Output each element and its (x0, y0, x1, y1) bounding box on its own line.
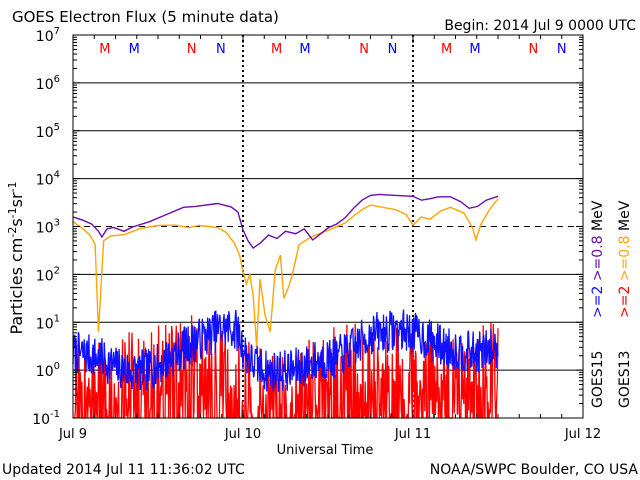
plot-frame (72, 34, 584, 419)
y-tick-label: 101 (36, 313, 60, 332)
legend-goes15-channels: >=2 >=0.8 MeV (590, 200, 606, 318)
y-tick-label: 10-1 (32, 409, 60, 428)
y-tick-label: 103 (36, 218, 60, 237)
marker-m-8: M (441, 42, 452, 57)
legend-goes13-ge08: >=0.8 (617, 235, 633, 281)
y-tick-label: 102 (36, 265, 60, 284)
marker-n-6: N (359, 42, 369, 57)
marker-m-0: M (99, 42, 110, 57)
legend-goes15-ge08: >=0.8 (590, 235, 606, 281)
y-axis-label-exp3: -1 (6, 181, 19, 192)
y-tick-label: 105 (36, 122, 60, 141)
y-tick-label: 106 (36, 74, 60, 93)
series-goes13-0-8-mev (72, 198, 499, 347)
marker-m-9: M (469, 42, 480, 57)
marker-n-3: N (216, 42, 226, 57)
marker-n-10: N (529, 42, 539, 57)
x-tick-label: Jul 10 (224, 427, 261, 442)
marker-n-11: N (557, 42, 567, 57)
legend-goes15-mev: MeV (590, 200, 606, 231)
marker-n-2: N (187, 42, 197, 57)
y-axis-label-exp1: -2 (6, 227, 19, 238)
legend-goes13-ge2: >=2 (617, 286, 633, 318)
marker-m-5: M (299, 42, 310, 57)
y-axis-label-mid1: s (7, 218, 26, 226)
credit-label: NOAA/SWPC Boulder, CO USA (430, 462, 639, 478)
legend-goes13-channels: >=2 >=0.8 MeV (617, 200, 633, 318)
series-goes15-0-8-mev (72, 193, 499, 249)
chart-title: GOES Electron Flux (5 minute data) (12, 8, 279, 26)
legend-right: GOES15 GOES13 >=2 >=0.8 MeV >=2 >=0.8 Me… (590, 200, 633, 408)
x-tick-label: Jul 12 (564, 427, 601, 442)
y-axis-label-exp2: -1 (6, 207, 19, 218)
y-axis-label-mid2: sr (7, 192, 26, 207)
marker-m-1: M (129, 42, 140, 57)
x-tick-label: Jul 11 (394, 427, 431, 442)
begin-label: Begin: 2014 Jul 9 0000 UTC (444, 18, 636, 34)
x-axis-label: Universal Time (277, 443, 374, 458)
y-tick-labels: 10-1 100 101 102 103 104 105 106 107 (32, 26, 60, 428)
y-tick-label: 104 (36, 170, 60, 189)
y-tick-label: 107 (36, 26, 60, 45)
marker-m-4: M (271, 42, 282, 57)
marker-n-7: N (388, 42, 398, 57)
legend-goes13-mev: MeV (617, 200, 633, 231)
plot-series (72, 193, 499, 419)
legend-goes13-label: GOES13 (617, 351, 633, 408)
legend-goes15-label: GOES15 (590, 351, 606, 408)
x-tick-labels: Jul 9 Jul 10 Jul 11 Jul 12 (58, 427, 601, 442)
x-tick-label: Jul 9 (58, 427, 87, 442)
y-axis-label-base: Particles cm (7, 238, 26, 335)
updated-label: Updated 2014 Jul 11 11:36:02 UTC (2, 462, 245, 478)
y-tick-label: 100 (36, 361, 60, 380)
legend-goes15-ge2: >=2 (590, 286, 606, 318)
y-axis-label: Particles cm-2s-1sr-1 (6, 181, 26, 334)
series-goes15-2-mev (72, 309, 499, 392)
